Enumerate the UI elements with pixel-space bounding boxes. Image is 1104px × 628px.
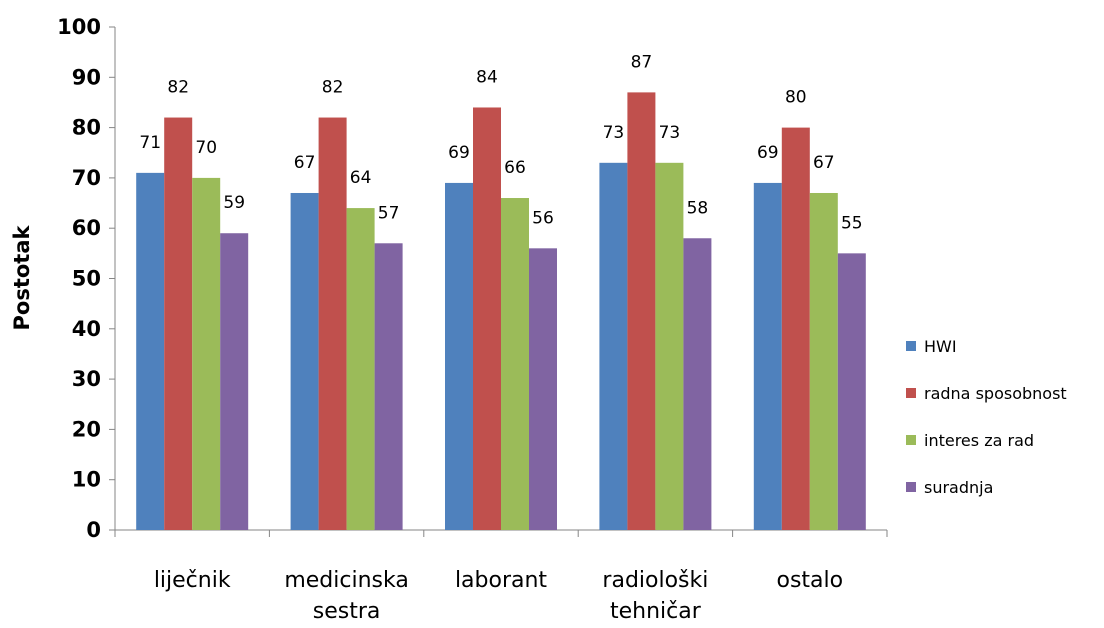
y-tick-label: 20 (72, 417, 101, 441)
data-label: 69 (757, 143, 779, 163)
y-tick-label: 50 (72, 267, 101, 291)
x-category-labels: liječnik medicinska sestra laborant radiološ… (154, 568, 843, 624)
bar-interes-za-rad-3 (655, 162, 684, 530)
y-axis-title: Postotak (10, 224, 34, 330)
bar-hwi-2 (445, 182, 473, 530)
data-label: 67 (294, 153, 316, 173)
legend-swatch (906, 482, 916, 492)
bars (136, 92, 866, 531)
bar-hwi-4 (753, 182, 782, 530)
bar-radna-sposobnost-4 (781, 127, 810, 530)
bar-hwi-3 (599, 162, 628, 530)
bar-radna-sposobnost-1 (318, 117, 347, 530)
bar-radna-sposobnost-2 (473, 107, 501, 530)
y-tick-label: 30 (72, 367, 101, 391)
data-label: 73 (659, 123, 681, 143)
x-category-label: liječnik (154, 568, 231, 593)
legend-swatch (906, 388, 916, 398)
data-label: 67 (813, 153, 835, 173)
bar-suradnja-2 (529, 248, 557, 530)
legend-label: radna sposobnost (924, 384, 1067, 403)
bar-radna-sposobnost-3 (627, 92, 656, 530)
bar-interes-za-rad-4 (809, 192, 838, 531)
legend-label: suradnja (924, 478, 993, 497)
x-category-label: radiološki (602, 568, 708, 593)
legend: HWI radna sposobnost interes za rad suradnj… (906, 337, 1067, 497)
data-labels: 71 82 70 59 67 82 64 57 69 84 66 56 73 87 73 58 69 80 67 55 (139, 52, 862, 233)
data-label: 69 (448, 143, 470, 163)
data-label: 84 (476, 67, 498, 87)
data-label: 66 (504, 158, 526, 178)
data-label: 64 (350, 168, 372, 188)
bar-interes-za-rad-0 (192, 177, 221, 530)
data-label: 58 (687, 198, 709, 218)
y-tick-label: 100 (57, 15, 101, 39)
x-category-label: medicinska (284, 568, 409, 593)
legend-label: interes za rad (924, 431, 1034, 450)
data-label: 82 (322, 78, 344, 98)
data-label: 87 (631, 52, 653, 72)
y-tick-label: 70 (72, 166, 101, 190)
bar-interes-za-rad-1 (346, 208, 375, 530)
legend-label: HWI (924, 337, 957, 356)
y-tick-label: 0 (86, 518, 101, 542)
legend-swatch (906, 341, 916, 351)
data-label: 70 (195, 138, 217, 158)
x-category-label: laborant (455, 568, 547, 593)
x-category-label: sestra (313, 599, 381, 624)
y-tick-labels: 0 10 20 30 40 50 60 70 80 90 100 (57, 15, 101, 542)
bar-suradnja-4 (837, 253, 866, 530)
data-label: 80 (785, 88, 807, 108)
bar-hwi-1 (290, 192, 319, 531)
data-label: 57 (378, 203, 400, 223)
y-tick-label: 40 (72, 317, 101, 341)
x-category-label: ostalo (776, 568, 843, 593)
y-tick-label: 90 (72, 65, 101, 89)
bar-suradnja-3 (683, 238, 712, 530)
x-category-label: tehničar (610, 599, 702, 624)
y-tick-label: 10 (72, 468, 101, 492)
data-label: 55 (841, 213, 863, 233)
bar-interes-za-rad-2 (501, 198, 529, 530)
y-tick-label: 60 (72, 216, 101, 240)
data-label: 59 (223, 193, 245, 213)
data-label: 82 (167, 78, 189, 98)
y-tick-label: 80 (72, 116, 101, 140)
bar-radna-sposobnost-0 (164, 117, 193, 530)
data-label: 71 (139, 133, 161, 153)
bar-suradnja-1 (374, 243, 403, 531)
data-label: 56 (532, 208, 554, 228)
bar-suradnja-0 (220, 233, 249, 531)
y-axis-title-group: Postotak (10, 224, 34, 330)
bar-hwi-0 (136, 172, 165, 530)
legend-swatch (906, 435, 916, 445)
data-label: 73 (603, 123, 625, 143)
